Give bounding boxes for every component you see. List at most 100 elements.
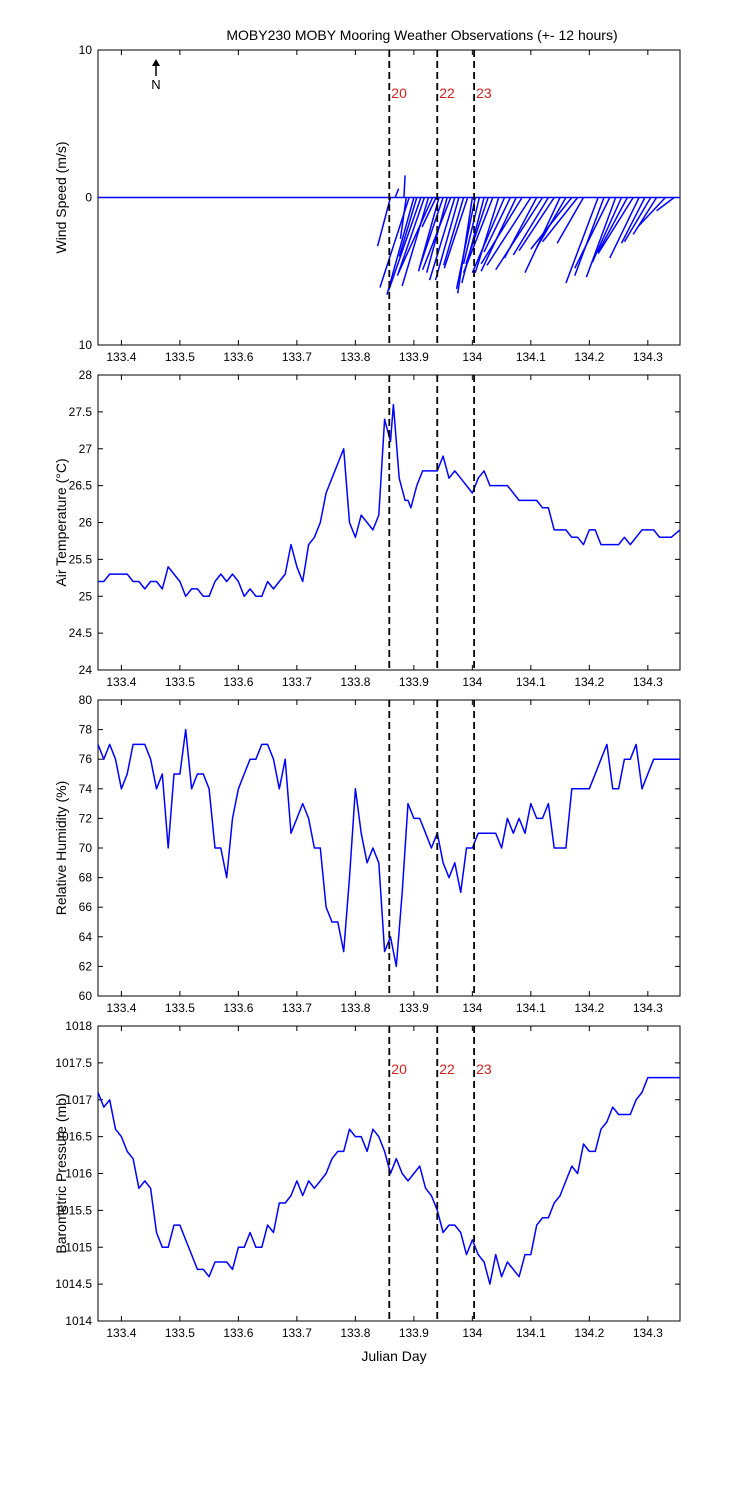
wind-vector (421, 197, 437, 228)
wind-vector (426, 197, 448, 273)
x-tick-label: 134.3 (633, 350, 663, 364)
wind-vector (403, 175, 406, 198)
y-tick-label: 1017 (65, 1093, 92, 1107)
wind-vector (434, 197, 460, 281)
y-tick-label: 78 (79, 723, 93, 737)
wind-vector (486, 197, 532, 266)
x-tick-label: 133.8 (340, 675, 370, 689)
event-marker-label: 20 (391, 85, 407, 101)
wind-vector (442, 197, 465, 266)
data-line (97, 728, 680, 968)
event-marker-label: 22 (439, 1061, 455, 1077)
y-tick-label: 68 (79, 871, 93, 885)
y-axis-label: Relative Humidity (%) (53, 781, 69, 916)
event-marker-label: 23 (476, 85, 492, 101)
x-tick-label: 133.5 (165, 1326, 195, 1340)
wind-vector (480, 197, 523, 265)
x-tick-label: 133.5 (165, 1001, 195, 1015)
y-tick-label: 74 (79, 782, 93, 796)
y-tick-label: 26.5 (69, 479, 93, 493)
figure-title: MOBY230 MOBY Mooring Weather Observation… (226, 27, 617, 43)
x-tick-label: 133.4 (106, 1001, 136, 1015)
y-tick-label: 28 (79, 368, 93, 382)
y-tick-label: 25 (79, 589, 93, 603)
data-line (98, 403, 681, 598)
x-tick-label: 133.6 (223, 1326, 253, 1340)
wind-vector (376, 197, 392, 247)
y-tick-label: 1015.5 (55, 1203, 92, 1217)
x-tick-label: 133.7 (282, 350, 312, 364)
y-tick-label: 1016 (65, 1167, 92, 1181)
x-tick-label: 134.2 (574, 350, 604, 364)
panel-1: 133.4 133.5 133.6 133.7 133.8 133.9 134 134.1 13… (53, 43, 681, 364)
plots-container: 133.4 133.5 133.6 133.7 133.8 133.9 134 134.1 13… (53, 43, 681, 1340)
y-axis-label: Air Temperature (°C) (53, 458, 69, 586)
event-marker-label: 22 (439, 85, 455, 101)
wind-vector (483, 197, 512, 253)
wind-vector (474, 197, 500, 273)
wind-vector (396, 197, 426, 276)
wind-vector (623, 197, 652, 243)
x-tick-label: 133.7 (282, 675, 312, 689)
wind-vector (541, 197, 579, 243)
data-line (97, 1076, 680, 1285)
wind-vector (530, 197, 573, 250)
wind-vector (518, 197, 555, 252)
y-tick-label: 76 (79, 752, 93, 766)
event-marker-label: 20 (391, 1061, 407, 1077)
y-tick-label: 24.5 (69, 626, 93, 640)
y-tick-label: 27 (79, 442, 93, 456)
wind-vector (462, 197, 494, 273)
wind-vector (632, 197, 658, 235)
x-tick-label: 134.3 (633, 675, 663, 689)
x-tick-label: 134 (462, 350, 482, 364)
y-tick-label: 26 (79, 516, 93, 530)
x-tick-label: 133.9 (399, 1001, 429, 1015)
x-tick-label: 133.5 (165, 350, 195, 364)
wind-vector (428, 197, 456, 281)
wind-vector (638, 196, 666, 227)
x-tick-label: 133.9 (399, 350, 429, 364)
y-tick-label: 64 (79, 930, 93, 944)
wind-vector (418, 197, 444, 268)
y-tick-label: 10 (79, 338, 93, 352)
wind-vector (394, 188, 400, 198)
panel-3: 133.4 133.5 133.6 133.7 133.8 133.9 134 134.1 13… (53, 693, 681, 1015)
wind-vector (455, 197, 477, 290)
y-tick-label: 72 (79, 811, 93, 825)
x-tick-label: 134 (462, 1326, 482, 1340)
x-tick-label: 134.1 (516, 675, 546, 689)
y-tick-label: 0 (85, 191, 92, 205)
y-tick-label: 1014.5 (55, 1277, 92, 1291)
x-tick-label: 133.4 (106, 675, 136, 689)
x-tick-label: 133.6 (223, 1001, 253, 1015)
wind-vector (399, 197, 407, 239)
x-tick-label: 133.9 (399, 1326, 429, 1340)
north-label: N (151, 77, 160, 92)
wind-vector (574, 197, 605, 276)
wind-vector (656, 196, 675, 212)
wind-vector (565, 197, 599, 284)
wind-vector (386, 197, 415, 296)
y-tick-label: 80 (79, 693, 93, 707)
wind-vector (387, 197, 422, 291)
x-tick-label: 133.6 (223, 675, 253, 689)
wind-vector (443, 197, 469, 269)
wind-vector (620, 197, 646, 244)
event-marker-label: 23 (476, 1061, 492, 1077)
wind-vector (421, 197, 452, 271)
y-tick-label: 1016.5 (55, 1130, 92, 1144)
x-tick-label: 133.7 (282, 1326, 312, 1340)
y-tick-label: 24 (79, 663, 93, 677)
y-tick-label: 1015 (65, 1240, 92, 1254)
x-tick-label: 134.2 (574, 1001, 604, 1015)
x-tick-label: 133.9 (399, 675, 429, 689)
x-tick-label: 134.1 (516, 1326, 546, 1340)
x-tick-label: 133.8 (340, 1326, 370, 1340)
x-tick-label: 133.4 (106, 1326, 136, 1340)
wind-vector (609, 197, 640, 259)
x-tick-label: 133.8 (340, 1001, 370, 1015)
wind-vector (471, 197, 506, 274)
x-tick-label: 134.3 (633, 1326, 663, 1340)
